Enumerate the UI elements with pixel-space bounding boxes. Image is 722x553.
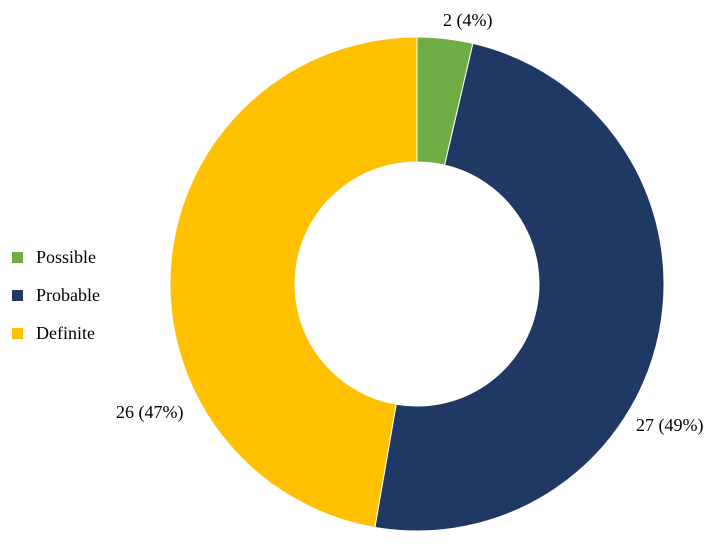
legend: Possible Probable Definite xyxy=(12,238,100,352)
legend-label-probable: Probable xyxy=(36,285,100,305)
legend-item-definite: Definite xyxy=(12,314,100,352)
data-label-possible: 2 (4%) xyxy=(443,10,492,31)
donut-slice-definite xyxy=(169,36,418,528)
legend-item-probable: Probable xyxy=(12,276,100,314)
legend-label-possible: Possible xyxy=(36,247,97,267)
legend-swatch-possible xyxy=(12,251,23,263)
data-label-definite: 26 (47%) xyxy=(116,402,183,423)
legend-swatch-probable xyxy=(12,289,23,301)
legend-label-definite: Definite xyxy=(36,323,95,343)
donut-slice-probable xyxy=(374,42,665,532)
legend-swatch-definite xyxy=(12,327,23,339)
data-label-probable: 27 (49%) xyxy=(636,415,703,436)
legend-item-possible: Possible xyxy=(12,238,100,276)
